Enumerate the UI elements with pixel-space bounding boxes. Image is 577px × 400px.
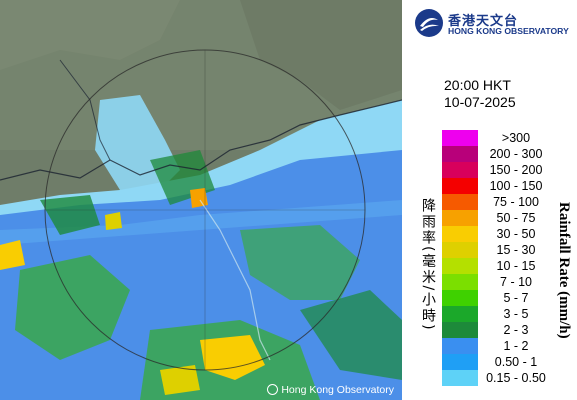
coastline — [199, 199, 271, 361]
land-patch — [0, 0, 180, 70]
radar-image — [0, 0, 402, 400]
legend-label: 30 - 50 — [496, 227, 536, 241]
legend-item: 100 - 150 — [442, 178, 554, 194]
legend-label: 0.50 - 1 — [494, 355, 538, 369]
legend-swatch — [442, 226, 478, 242]
map-credit: Hong Kong Observatory — [267, 384, 394, 396]
legend-swatch — [442, 194, 478, 210]
legend-swatch — [442, 274, 478, 290]
legend-item: 5 - 7 — [442, 290, 554, 306]
range-ring — [44, 49, 366, 371]
rain-cell-yellow — [0, 240, 25, 270]
rainfall-legend: >300 200 - 300 150 - 200 100 - 150 75 - 100 5… — [442, 130, 554, 386]
rain-cell-yellow — [200, 335, 265, 380]
legend-label: 200 - 300 — [489, 147, 543, 161]
legend-label: 5 - 7 — [503, 291, 529, 305]
legend-item: 75 - 100 — [442, 194, 554, 210]
legend-title-en: Rainfall Rate (mm/h) — [556, 201, 572, 339]
legend-label: 75 - 100 — [493, 195, 539, 209]
timestamp: 20:00 HKT 10-07-2025 — [444, 77, 516, 111]
radar-map[interactable]: Hong Kong Observatory — [0, 0, 402, 400]
legend-swatch — [442, 210, 478, 226]
copyright-icon — [267, 384, 279, 395]
legend-item: 3 - 5 — [442, 306, 554, 322]
hko-emblem-icon — [415, 9, 443, 37]
legend-label: 10 - 15 — [496, 259, 536, 273]
rain-cell-orange — [190, 188, 208, 208]
legend-swatch — [442, 338, 478, 354]
date-text: 10-07-2025 — [444, 94, 516, 110]
legend-swatch — [442, 290, 478, 306]
legend-label: 50 - 75 — [496, 211, 536, 225]
rain-cell-green-dark — [300, 290, 402, 380]
legend-title-cn: 降雨率(毫米/小時) — [420, 198, 436, 332]
legend-label: 1 - 2 — [503, 339, 529, 353]
rain-cell-yellow — [105, 212, 122, 230]
legend-label: 0.15 - 0.50 — [486, 371, 546, 385]
legend-item: 50 - 75 — [442, 210, 554, 226]
coastline — [59, 59, 111, 161]
legend-swatch — [442, 322, 478, 338]
hko-logo[interactable]: 香港天文台 HONG KONG OBSERVATORY — [414, 8, 574, 40]
rain-cell-green-dark — [40, 195, 100, 235]
rain-band-blue-light — [0, 200, 402, 245]
legend-item: 10 - 15 — [442, 258, 554, 274]
legend-swatch — [442, 242, 478, 258]
legend-label: 150 - 200 — [489, 163, 543, 177]
org-name-cn: 香港天文台 — [448, 14, 519, 29]
legend-label: 3 - 5 — [503, 307, 529, 321]
rain-cell-yellow — [160, 365, 200, 395]
legend-swatch — [442, 258, 478, 274]
legend-item: 15 - 30 — [442, 242, 554, 258]
legend-swatch — [442, 354, 478, 370]
rain-cell-green — [240, 225, 360, 300]
legend-item: 2 - 3 — [442, 322, 554, 338]
legend-swatch — [442, 162, 478, 178]
legend-item: 1 - 2 — [442, 338, 554, 354]
legend-label: 2 - 3 — [503, 323, 529, 337]
coastline — [0, 99, 402, 181]
legend-item: 0.50 - 1 — [442, 354, 554, 370]
legend-label: >300 — [501, 131, 531, 145]
land-patch — [240, 0, 402, 110]
legend-swatch — [442, 178, 478, 194]
legend-panel: 香港天文台 HONG KONG OBSERVATORY 20:00 HKT 10… — [402, 0, 577, 400]
legend-swatch — [442, 306, 478, 322]
legend-swatch — [442, 130, 478, 146]
legend-swatch — [442, 146, 478, 162]
org-name-en: HONG KONG OBSERVATORY — [448, 26, 569, 36]
legend-label: 7 - 10 — [500, 275, 532, 289]
legend-item: 200 - 300 — [442, 146, 554, 162]
legend-item: 7 - 10 — [442, 274, 554, 290]
legend-label: 15 - 30 — [496, 243, 536, 257]
time-text: 20:00 HKT — [444, 77, 511, 93]
legend-item: >300 — [442, 130, 554, 146]
legend-swatch — [442, 370, 478, 386]
rain-cell-green — [15, 255, 130, 360]
legend-item: 0.15 - 0.50 — [442, 370, 554, 386]
legend-label: 100 - 150 — [489, 179, 543, 193]
map-credit-text: Hong Kong Observatory — [281, 384, 394, 396]
legend-item: 150 - 200 — [442, 162, 554, 178]
legend-item: 30 - 50 — [442, 226, 554, 242]
